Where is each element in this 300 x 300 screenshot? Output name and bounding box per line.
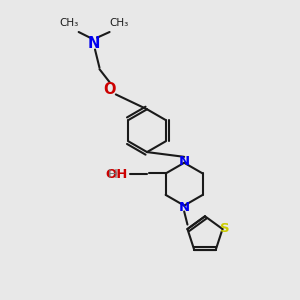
- Text: N: N: [178, 201, 190, 214]
- Text: N: N: [178, 155, 190, 168]
- Text: CH₃: CH₃: [59, 18, 79, 28]
- Text: S: S: [220, 222, 230, 235]
- Text: CH₃: CH₃: [110, 18, 129, 28]
- Text: H: H: [108, 168, 118, 181]
- Text: N: N: [87, 35, 100, 50]
- Text: O: O: [103, 82, 116, 97]
- Text: OH: OH: [105, 168, 127, 181]
